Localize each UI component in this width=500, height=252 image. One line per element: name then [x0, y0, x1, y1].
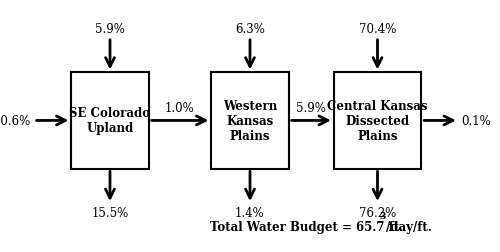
Bar — [72, 73, 149, 169]
Text: 3: 3 — [379, 211, 386, 220]
Text: Central Kansas
Dissected
Plains: Central Kansas Dissected Plains — [327, 100, 428, 142]
Text: 6.3%: 6.3% — [235, 23, 265, 36]
Text: 5.9%: 5.9% — [296, 102, 326, 115]
Text: Total Water Budget = 65.7 ft.: Total Water Budget = 65.7 ft. — [210, 220, 403, 233]
Bar — [334, 73, 421, 169]
Bar — [211, 73, 289, 169]
Text: /day/ft.: /day/ft. — [386, 220, 432, 233]
Text: 76.2%: 76.2% — [359, 207, 396, 219]
Text: 1.0%: 1.0% — [165, 102, 195, 115]
Text: 10.6%: 10.6% — [0, 114, 32, 128]
Text: 5.9%: 5.9% — [95, 23, 125, 36]
Text: 1.4%: 1.4% — [235, 207, 265, 219]
Text: 70.4%: 70.4% — [359, 23, 396, 36]
Text: Western
Kansas
Plains: Western Kansas Plains — [223, 100, 277, 142]
Text: 0.1%: 0.1% — [461, 114, 491, 128]
Text: 15.5%: 15.5% — [92, 207, 128, 219]
Text: SE Colorado
Upland: SE Colorado Upland — [70, 107, 150, 135]
